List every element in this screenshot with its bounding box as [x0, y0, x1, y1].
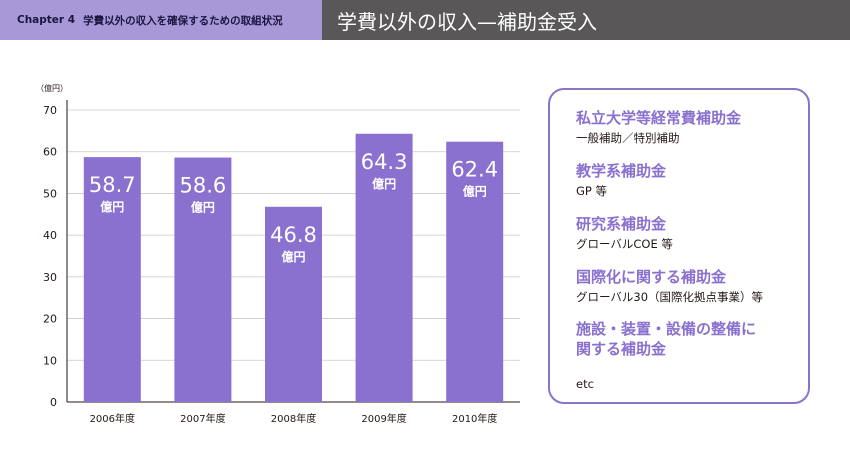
panel-item-title-line1: 施設・装置・設備の整備に — [576, 320, 757, 338]
panel-item-international-subsidy: 国際化に関する補助金 グローバル30（国際化拠点事業）等 — [576, 267, 763, 305]
y-axis-unit-label: （億円） — [36, 83, 68, 93]
panel-item-title: 研究系補助金 — [576, 215, 667, 233]
page-title: 学費以外の収入—補助金受入 — [322, 0, 850, 40]
x-tick-label: 2010年度 — [452, 412, 497, 425]
bar-value-label: 46.8 — [270, 223, 317, 247]
bar — [174, 157, 232, 402]
panel-item-sub: 一般補助／特別補助 — [576, 131, 680, 145]
x-tick-label: 2009年度 — [361, 412, 406, 425]
bar-value-label: 62.4 — [451, 158, 498, 182]
panel-item-ordinary-subsidy: 私立大学等経常費補助金 一般補助／特別補助 — [576, 108, 741, 146]
panel-item-title: 教学系補助金 — [576, 162, 667, 180]
y-tick-label: 0 — [50, 396, 57, 409]
panel-item-title-line2: 関する補助金 — [576, 340, 667, 358]
y-tick-label: 30 — [43, 271, 57, 284]
x-tick-label: 2006年度 — [90, 412, 135, 425]
bar-unit-label: 億円 — [463, 184, 487, 199]
y-tick-label: 10 — [43, 354, 57, 367]
panel-item-education-subsidy: 教学系補助金 GP 等 — [576, 161, 666, 199]
bar-value-label: 58.6 — [180, 174, 227, 198]
bar — [355, 133, 413, 402]
panel-item-facility-subsidy: 施設・装置・設備の整備に 関する補助金 — [576, 319, 756, 359]
header-chapter-bar: Chapter 4 学費以外の収入を確保するための取組状況 — [0, 0, 322, 40]
panel-item-title: 国際化に関する補助金 — [576, 268, 727, 286]
panel-item-sub: グローバル30（国際化拠点事業）等 — [576, 290, 764, 304]
y-tick-label: 70 — [43, 104, 57, 117]
y-tick-label: 50 — [43, 187, 57, 200]
bar-unit-label: 億円 — [191, 200, 215, 215]
panel-item-sub: グローバルCOE 等 — [576, 237, 673, 251]
x-tick-label: 2007年度 — [180, 412, 225, 425]
chapter-label: Chapter 4 — [17, 14, 76, 26]
bar-unit-label: 億円 — [281, 249, 305, 264]
bar-unit-label: 億円 — [372, 176, 396, 191]
chapter-subtitle: 学費以外の収入を確保するための取組状況 — [83, 14, 283, 27]
bar-value-label: 64.3 — [361, 150, 408, 174]
y-tick-label: 40 — [43, 229, 57, 242]
bar-chart: （億円） 0 10 20 30 40 50 60 70 58.7 億円 2006年度 58.6 億円 200… — [36, 83, 520, 425]
bar-unit-label: 億円 — [100, 199, 124, 214]
panel-etc: etc — [576, 377, 594, 391]
bar — [265, 206, 322, 402]
bar-value-label: 58.7 — [89, 173, 136, 197]
subsidy-types-panel: 私立大学等経常費補助金 一般補助／特別補助 教学系補助金 GP 等 研究系補助金… — [548, 88, 810, 404]
x-tick-label: 2008年度 — [271, 412, 316, 425]
bar — [83, 157, 141, 402]
y-tick-label: 20 — [43, 313, 57, 326]
panel-item-research-subsidy: 研究系補助金 グローバルCOE 等 — [576, 214, 673, 252]
bar — [446, 141, 504, 402]
y-tick-label: 60 — [43, 146, 57, 159]
panel-item-title: 私立大学等経常費補助金 — [576, 109, 742, 127]
panel-item-sub: GP 等 — [576, 184, 608, 198]
